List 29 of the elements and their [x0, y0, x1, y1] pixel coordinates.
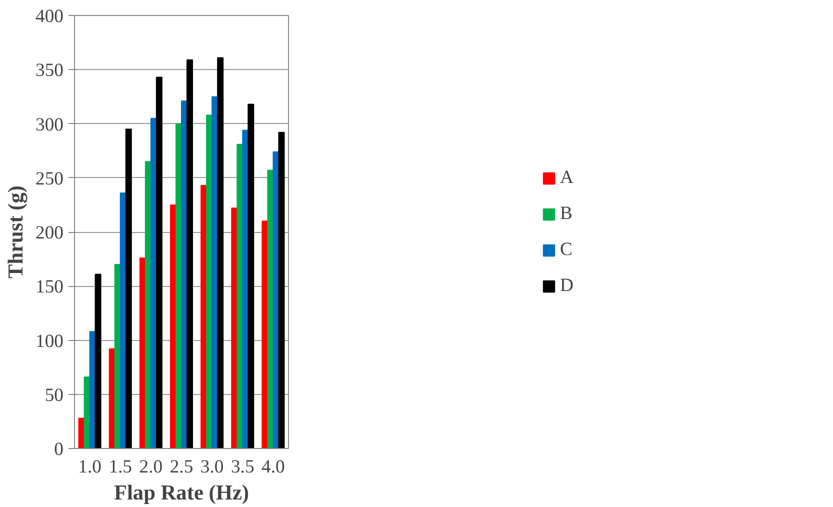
- y-axis-title: Thrust (g): [4, 185, 28, 279]
- x-tick-label: 2.0: [139, 456, 163, 478]
- legend-label: B: [560, 202, 574, 224]
- x-tick-label: 1.5: [108, 456, 132, 478]
- bar: [156, 76, 162, 448]
- legend-label: D: [560, 274, 574, 296]
- y-tick-label: 150: [36, 276, 64, 298]
- y-tick-label: 200: [36, 222, 64, 244]
- x-tick-label: 2.5: [170, 456, 194, 478]
- y-tick-label: 0: [54, 439, 64, 460]
- x-tick-label: 3.5: [230, 456, 254, 478]
- x-tick-label: 1.0: [78, 456, 102, 478]
- x-tick-label: 4.0: [262, 456, 285, 478]
- y-tick-label: 300: [36, 114, 64, 136]
- x-axis-title: Flap Rate (Hz): [114, 480, 250, 504]
- bar: [217, 57, 224, 448]
- bar: [248, 104, 254, 448]
- y-tick-label: 250: [36, 168, 64, 190]
- legend-label: C: [560, 238, 574, 260]
- bar: [125, 128, 132, 448]
- bar: [186, 59, 194, 448]
- y-tick-label: 350: [36, 60, 64, 82]
- bar: [278, 132, 285, 448]
- y-tick-label: 100: [36, 330, 64, 352]
- x-tick-label: 3.0: [200, 456, 224, 478]
- legend-label: A: [560, 166, 574, 188]
- y-tick-label: 50: [44, 384, 64, 406]
- bar: [94, 274, 102, 448]
- y-tick-label: 400: [36, 6, 64, 27]
